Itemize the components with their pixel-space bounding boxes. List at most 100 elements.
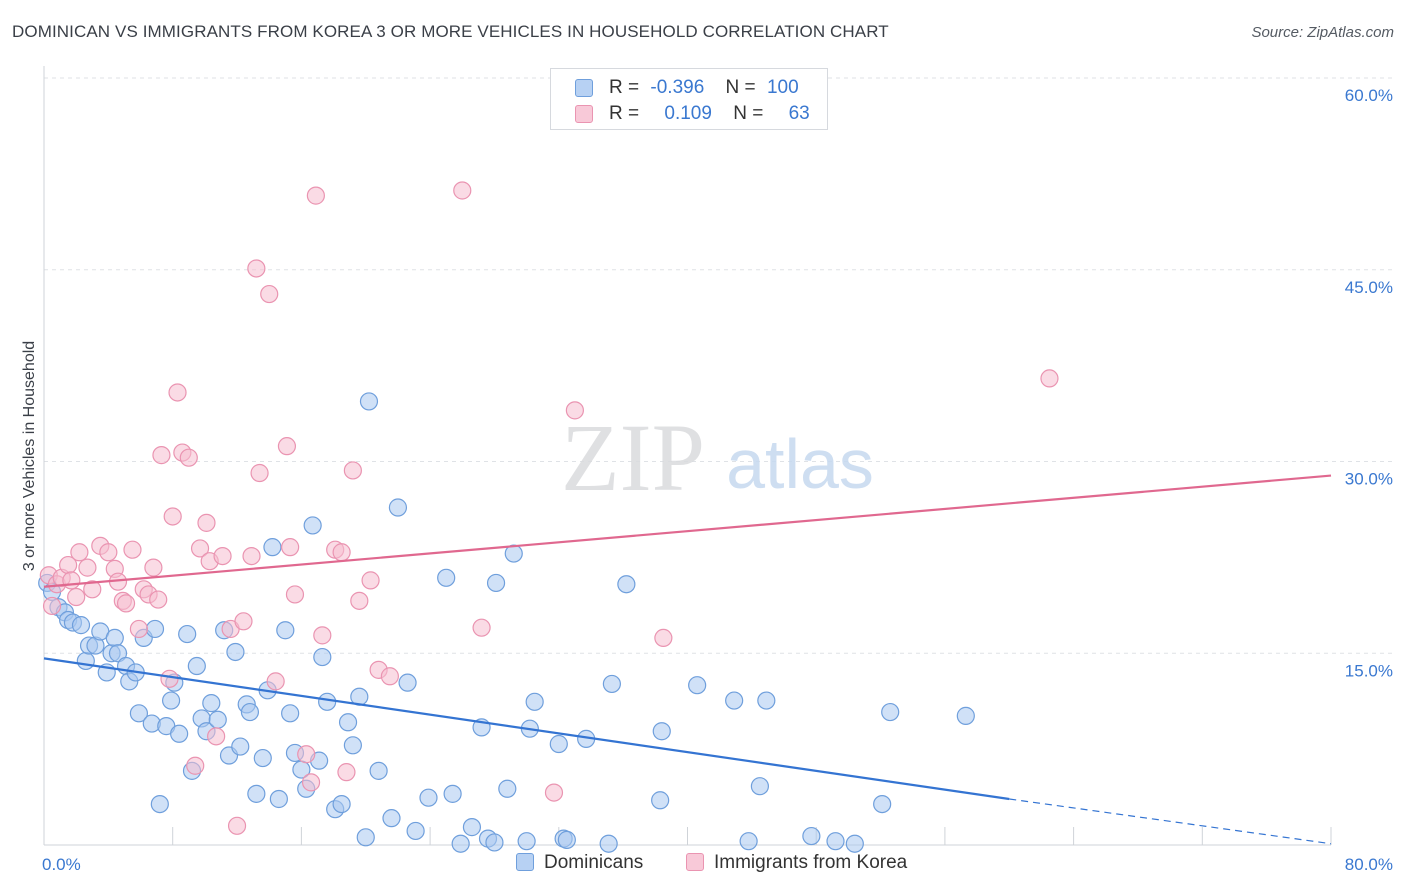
korea-point [70, 543, 89, 562]
dominican-point [263, 538, 282, 557]
stats-legend: R = -0.396 N = 100 R = 0.109 N = 63 [550, 68, 828, 130]
dominican-point [451, 834, 470, 853]
dominican-point [240, 702, 260, 722]
watermark-zip: ZIP [561, 404, 705, 511]
korea-point [313, 626, 332, 645]
dominican-point [557, 830, 576, 849]
watermark: ZIP atlas [561, 404, 874, 511]
dominican-point [338, 713, 358, 732]
y-tick-label: 60.0% [1345, 86, 1393, 105]
bottom-legend-swatch-dominicans [516, 853, 534, 871]
korea-point [453, 181, 472, 200]
bottom-legend-label: Dominicans [544, 852, 644, 873]
dominican-point [145, 619, 165, 639]
korea-trend-line [43, 474, 1332, 588]
korea-point [67, 587, 86, 607]
dominican-point [617, 575, 636, 594]
dominican-point [226, 642, 245, 662]
korea-point [149, 590, 168, 609]
dominican-point [486, 573, 506, 593]
dominican-point [202, 694, 221, 713]
dominican-point [313, 647, 332, 667]
korea-point [160, 669, 179, 688]
korea-point [266, 672, 285, 691]
korea-point [179, 448, 198, 467]
dominican-point [359, 392, 379, 411]
korea-point [250, 463, 269, 483]
dominican-point [71, 616, 91, 635]
dominican-point [76, 651, 95, 671]
korea-point [380, 667, 399, 686]
korea-point [78, 558, 97, 577]
korea-point [1040, 369, 1059, 388]
korea-point [168, 383, 187, 402]
dominican-point [105, 628, 124, 648]
korea-point [343, 461, 362, 480]
legend-n-value: 63 [788, 103, 810, 124]
x-tick-label: 80.0% [1345, 855, 1393, 874]
dominican-point [549, 734, 568, 754]
dominican-point [652, 722, 671, 741]
korea-point [361, 571, 380, 590]
dominican-point [253, 748, 272, 768]
dominican-point [651, 791, 670, 810]
korea-point [190, 539, 210, 558]
dominican-point [725, 691, 744, 710]
korea-point [242, 546, 261, 566]
dominican-point [388, 498, 408, 517]
korea-point [116, 594, 136, 613]
dominican-point [845, 834, 864, 853]
dominican-point [150, 794, 169, 814]
data-points [38, 181, 1059, 853]
dominican-point [369, 761, 388, 780]
korea-point [565, 401, 584, 420]
y-tick-label: 30.0% [1345, 470, 1393, 489]
korea-point [83, 580, 102, 599]
dominican-point [343, 736, 362, 755]
korea-point [277, 437, 297, 456]
dominican-point [881, 702, 900, 722]
dominican-point [269, 789, 288, 809]
dominican-point [956, 706, 975, 725]
korea-point [306, 186, 325, 205]
korea-point [227, 816, 247, 835]
dominican-trend-extension [1009, 798, 1332, 845]
legend-r-value: 0.109 [664, 103, 712, 124]
korea-point [186, 756, 205, 775]
dominican-point [398, 673, 417, 692]
dominican-point [525, 692, 544, 711]
korea-point [350, 591, 369, 610]
korea-point [62, 571, 81, 590]
tick-labels: 15.0% 30.0% 45.0% 60.0% 0.0% 80.0% [42, 86, 1393, 874]
korea-point [472, 618, 491, 637]
dominican-point [517, 832, 536, 851]
dominican-point [161, 691, 181, 710]
dominican-point [281, 704, 300, 723]
korea-point [332, 543, 351, 562]
dominican-point [485, 833, 504, 852]
grid-lines [44, 77, 1394, 654]
dominican-point [247, 784, 266, 803]
dominican-point [462, 818, 482, 837]
dominican-point [178, 624, 197, 644]
korea-point [129, 619, 149, 639]
dominican-point [170, 724, 189, 743]
dominican-point [599, 834, 618, 853]
trend-lines [43, 474, 1332, 845]
korea-point [301, 773, 321, 792]
legend-n-value: 100 [766, 77, 799, 98]
dominican-point [332, 794, 351, 814]
dominican-point [873, 794, 892, 814]
dominican-trend-line [43, 657, 1010, 801]
korea-point [337, 763, 356, 782]
korea-point [207, 727, 226, 746]
x-tick-label: 0.0% [42, 855, 81, 874]
dominican-point [382, 809, 401, 828]
dominican-point [419, 788, 438, 807]
y-tick-label: 45.0% [1345, 278, 1393, 297]
legend-n-label: N = [725, 77, 756, 98]
dominican-point [750, 777, 769, 796]
dominican-point [498, 779, 517, 798]
dominican-point [108, 644, 128, 663]
